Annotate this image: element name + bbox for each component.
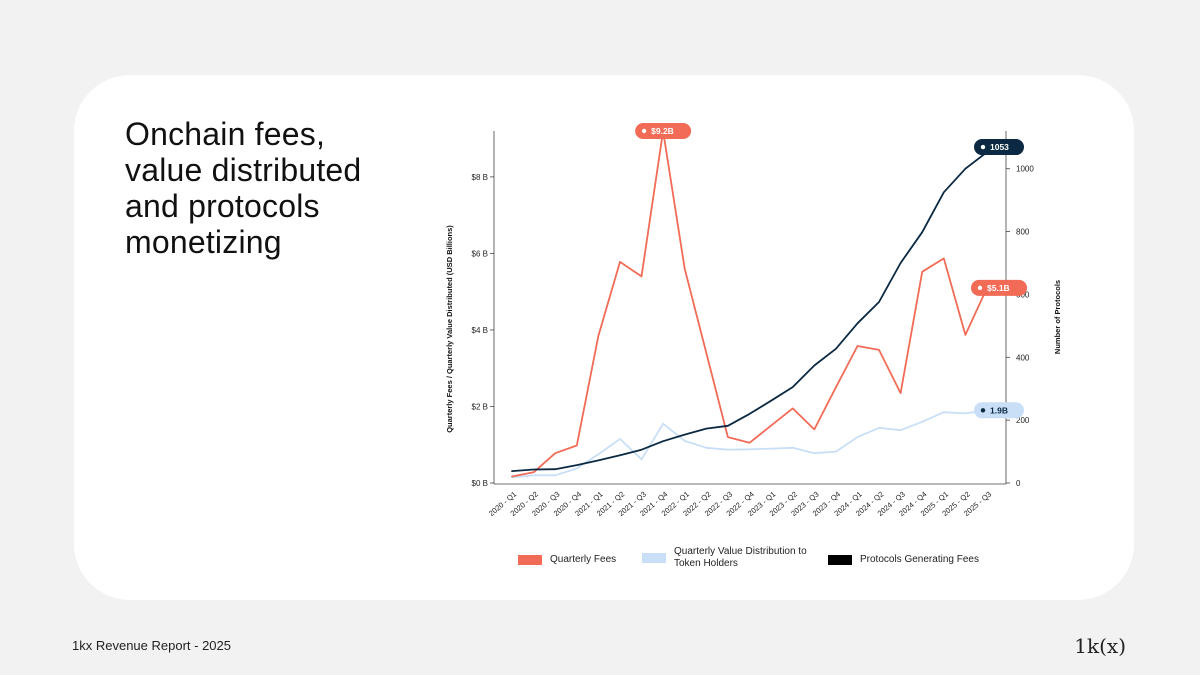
content-card [74,75,1134,600]
callout-pill [974,139,1024,156]
y2-tick-label: 1000 [1016,165,1034,174]
callout-distribution-22: 1.9B [974,402,1024,419]
callout-dot [641,128,647,134]
y-tick-label: $2 B [472,402,488,411]
legend-item-protocols: Protocols Generating Fees [828,554,979,566]
y2-tick-label: 200 [1016,416,1030,425]
callout-fees-22: $5.1B [971,279,1027,296]
chart-legend: Quarterly Fees Quarterly Value Distribut… [0,545,1200,575]
legend-item-fees: Quarterly Fees [518,554,616,566]
legend-swatch-distribution [642,553,666,563]
y-tick-label: $6 B [472,249,488,258]
y-axis-title: Quarterly Fees / Quarterly Value Distrib… [445,225,454,433]
y2-tick-label: 600 [1016,290,1030,299]
legend-label-protocols: Protocols Generating Fees [860,554,979,565]
footer-report-label: 1kx Revenue Report - 2025 [72,638,231,653]
legend-swatch-fees [518,555,542,565]
y2-axis-title: Number of Protocols [1053,280,1062,354]
callout-dot [977,285,983,291]
callout-label: $5.1B [987,283,1010,293]
callout-pill [635,123,692,139]
y-tick-label: $4 B [472,326,488,335]
y2-tick-label: 400 [1016,353,1030,362]
callout-label: $9.2B [651,126,674,136]
page-title: Onchain fees, value distributed and prot… [125,116,362,260]
y-tick-label: $8 B [472,173,488,182]
legend-label-fees: Quarterly Fees [550,554,617,565]
callout-protocols-22: 1053 [974,139,1024,156]
brand-logo: 1k(x) [1074,634,1126,658]
y2-tick-label: 0 [1016,479,1021,488]
series-line-fees [511,130,988,478]
callout-label: 1.9B [990,405,1008,415]
legend-swatch-protocols [828,555,852,565]
legend-label-distribution: Quarterly Value Distribution to Token Ho… [674,546,807,569]
callout-pill [971,279,1027,296]
series-line-protocols [511,151,988,473]
series-line-distribution [511,409,988,479]
callout-label: 1053 [990,142,1009,152]
y-tick-label: $0 B [472,479,488,488]
y2-tick-label: 800 [1016,228,1030,237]
callout-dot [980,144,986,150]
callout-fees-7: $9.2B [635,123,692,139]
callout-pill [974,402,1024,419]
legend-item-distribution: Quarterly Value Distribution to Token Ho… [642,546,814,570]
callout-dot [980,408,986,413]
